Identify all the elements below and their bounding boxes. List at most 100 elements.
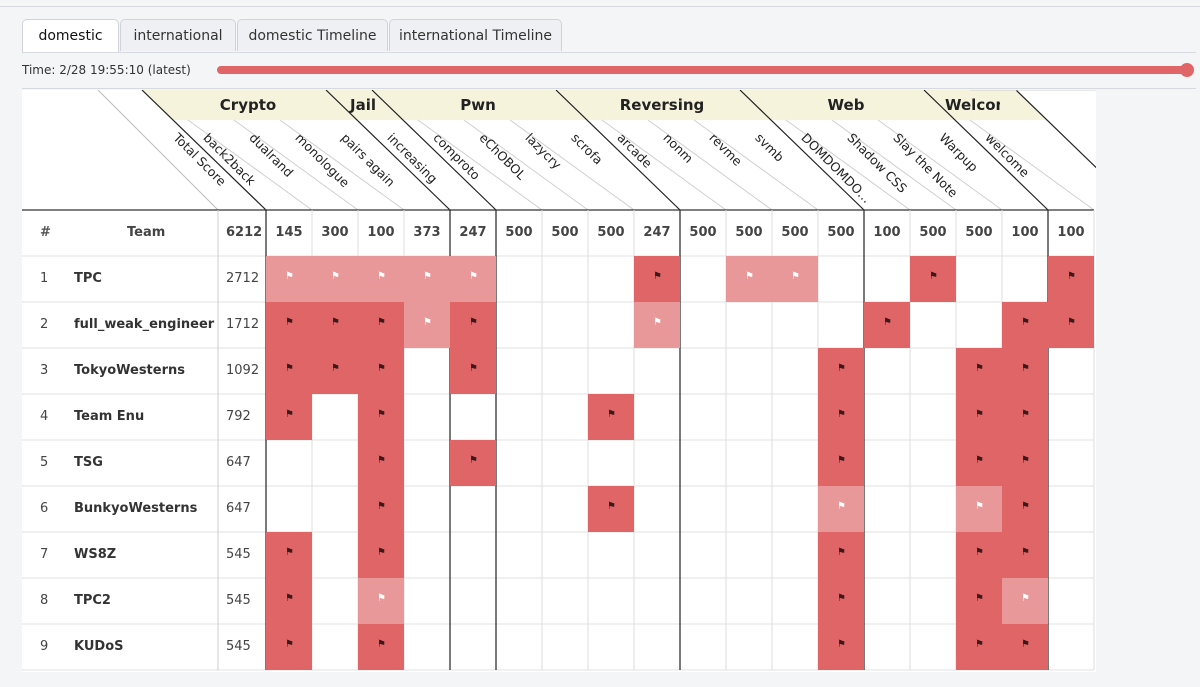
header-divider [417, 119, 543, 211]
flag-icon: ⚑ [1067, 317, 1076, 328]
solve-cell [450, 302, 496, 348]
solve-cell [818, 440, 864, 486]
challenge-points: 300 [321, 225, 349, 240]
challenge-points: 500 [965, 225, 993, 240]
team-rank: 6 [40, 501, 49, 516]
category-band [556, 90, 770, 120]
team-rank: 9 [40, 639, 49, 654]
solve-cell [450, 440, 496, 486]
flag-icon: ⚑ [1021, 363, 1030, 374]
team-name[interactable]: full_weak_engineer [74, 317, 215, 332]
flag-icon: ⚑ [929, 271, 938, 282]
flag-icon: ⚑ [331, 271, 340, 282]
team-score: 2712 [226, 271, 260, 286]
flag-icon: ⚑ [377, 639, 386, 650]
header-divider [279, 119, 405, 211]
solve-cell [358, 394, 404, 440]
team-name[interactable]: BunkyoWesterns [74, 501, 198, 516]
solve-cell [818, 486, 864, 532]
solve-cell [358, 532, 404, 578]
tab-international-timeline[interactable]: international Timeline [389, 19, 562, 51]
header-divider [785, 119, 911, 211]
solve-cell [358, 486, 404, 532]
flag-icon: ⚑ [975, 409, 984, 420]
flag-icon: ⚑ [745, 271, 754, 282]
solve-cell [956, 486, 1002, 532]
team-header: Team [127, 225, 166, 240]
challenge-points: 100 [873, 225, 901, 240]
flag-icon: ⚑ [331, 363, 340, 374]
flag-icon: ⚑ [377, 501, 386, 512]
header-divider [509, 119, 635, 211]
category-label: Reversing [619, 96, 705, 114]
time-label: Time: 2/28 19:55:10 (latest) [22, 63, 191, 77]
tab-domestic-timeline[interactable]: domestic Timeline [237, 19, 388, 51]
category-divider [739, 90, 865, 211]
challenge-points: 100 [367, 225, 395, 240]
team-name[interactable]: WS8Z [74, 547, 117, 562]
challenge-points: 500 [735, 225, 763, 240]
flag-icon: ⚑ [285, 363, 294, 374]
header-divider [601, 119, 727, 211]
solve-cell [956, 532, 1002, 578]
flag-icon: ⚑ [285, 317, 294, 328]
flag-icon: ⚑ [1021, 455, 1030, 466]
team-name[interactable]: TokyoWesterns [74, 363, 185, 378]
solve-cell [772, 256, 818, 302]
flag-icon: ⚑ [837, 639, 846, 650]
header-divider [693, 119, 819, 211]
header-divider [233, 119, 359, 211]
flag-icon: ⚑ [975, 501, 984, 512]
solve-cell [358, 578, 404, 624]
flag-icon: ⚑ [837, 501, 846, 512]
rank-header: # [40, 225, 51, 240]
solve-cell [312, 302, 358, 348]
solve-cell [1002, 532, 1048, 578]
solve-cell [266, 624, 312, 670]
category-band [326, 90, 402, 120]
team-rank: 8 [40, 593, 49, 608]
flag-icon: ⚑ [423, 317, 432, 328]
flag-icon: ⚑ [377, 409, 386, 420]
team-name[interactable]: TPC [74, 271, 102, 286]
team-name[interactable]: TPC2 [74, 593, 111, 608]
solve-cell [818, 394, 864, 440]
team-name[interactable]: Team Enu [74, 409, 145, 424]
flag-icon: ⚑ [607, 501, 616, 512]
solve-cell [956, 348, 1002, 394]
solve-cell [266, 256, 312, 302]
team-rank: 3 [40, 363, 49, 378]
solve-cell [726, 256, 772, 302]
flag-icon: ⚑ [469, 363, 478, 374]
tab-domestic[interactable]: domestic [22, 19, 119, 52]
category-label: Welcome [945, 96, 1000, 114]
team-name[interactable]: TSG [74, 455, 103, 470]
flag-icon: ⚑ [653, 317, 662, 328]
team-score: 647 [226, 501, 251, 516]
solve-cell [1048, 302, 1094, 348]
header-divider [463, 119, 589, 211]
solve-cell [404, 302, 450, 348]
team-name[interactable]: KUDoS [74, 639, 124, 654]
category-divider [555, 90, 681, 211]
challenge-points: 500 [919, 225, 947, 240]
flag-icon: ⚑ [469, 271, 478, 282]
flag-icon: ⚑ [469, 317, 478, 328]
flag-icon: ⚑ [469, 455, 478, 466]
tab-international[interactable]: international [120, 19, 236, 51]
time-slider-handle[interactable] [1180, 63, 1194, 77]
solve-cell [1002, 302, 1048, 348]
team-score: 647 [226, 455, 251, 470]
flag-icon: ⚑ [791, 271, 800, 282]
solve-cell [956, 440, 1002, 486]
team-score: 545 [226, 593, 251, 608]
flag-icon: ⚑ [837, 593, 846, 604]
flag-icon: ⚑ [837, 363, 846, 374]
challenge-points: 500 [551, 225, 579, 240]
solve-cell [266, 302, 312, 348]
challenge-points: 500 [827, 225, 855, 240]
solve-cell [358, 624, 404, 670]
scoreboard-grid [22, 90, 1096, 671]
time-slider[interactable] [217, 66, 1187, 74]
category-divider [325, 90, 451, 211]
